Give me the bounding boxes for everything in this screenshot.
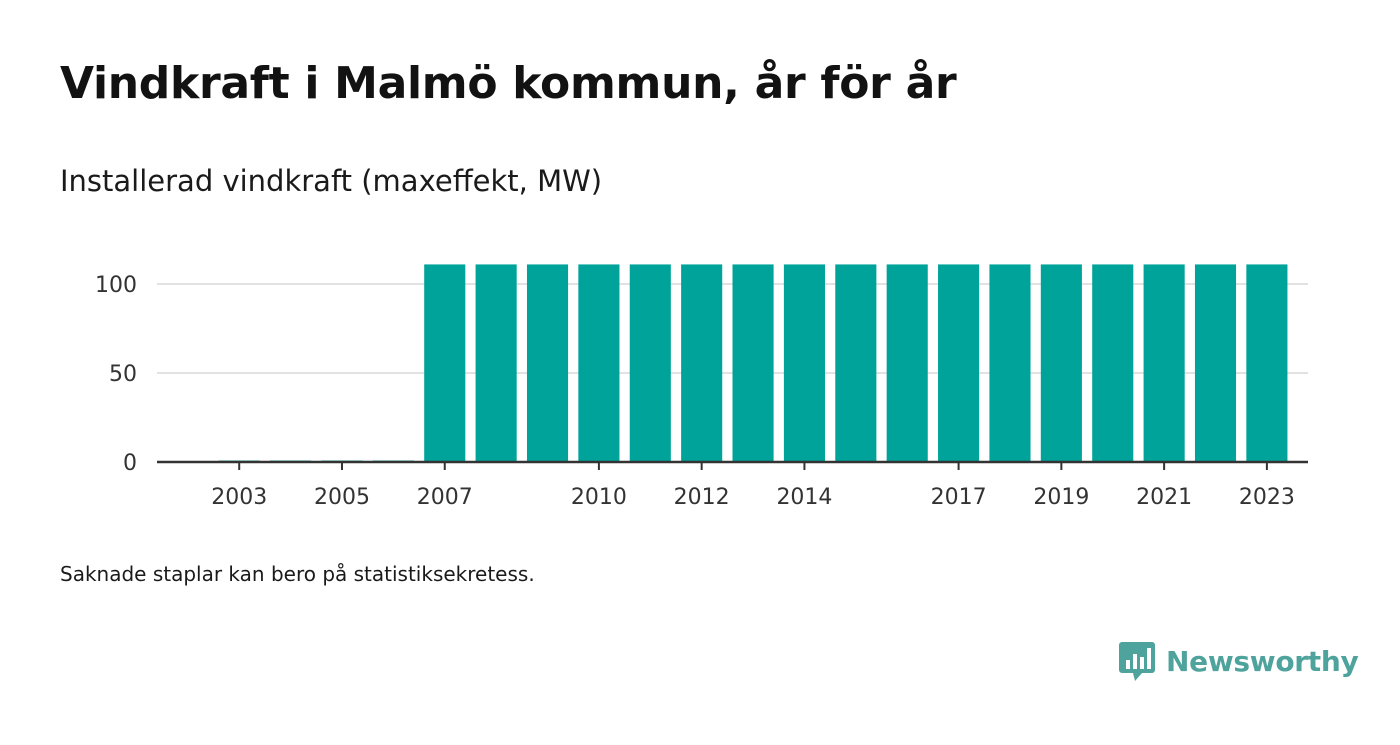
x-tick-label: 2021 (1136, 485, 1192, 510)
chart-title: Vindkraft i Malmö kommun, år för år (60, 58, 957, 109)
brand-logo: Newsworthy (1118, 640, 1359, 682)
y-tick-label: 50 (109, 362, 137, 387)
bar (629, 264, 671, 462)
bar-chart: 0 50 100 2003 2005 2007 2010 2012 2014 2017 2019 20… (95, 264, 1308, 510)
bar (835, 264, 877, 462)
bar (578, 264, 620, 462)
bar (681, 264, 723, 462)
x-tick-label: 2023 (1239, 485, 1295, 510)
bar (1194, 264, 1237, 462)
chart-subtitle: Installerad vindkraft (maxeffekt, MW) (60, 164, 603, 198)
x-tick-label: 2017 (931, 485, 987, 510)
bar (1143, 264, 1185, 462)
bar (1040, 264, 1082, 462)
bar (475, 264, 517, 462)
y-tick-label: 0 (123, 451, 137, 476)
y-tick-label: 100 (95, 273, 137, 298)
newsworthy-logo-icon (1119, 642, 1155, 681)
x-tick-label: 2014 (776, 485, 832, 510)
bar (1246, 264, 1288, 462)
bar (783, 264, 825, 462)
x-tick-label: 2010 (571, 485, 627, 510)
bar (989, 264, 1031, 462)
bar (1092, 264, 1134, 462)
x-tick-label: 2003 (211, 485, 267, 510)
x-tick-label: 2019 (1033, 485, 1089, 510)
bar (886, 264, 928, 462)
x-tick-label: 2012 (674, 485, 730, 510)
bar (732, 264, 774, 462)
bar (526, 264, 569, 462)
bar (424, 264, 466, 462)
footnote: Saknade staplar kan bero på statistiksek… (60, 562, 535, 586)
x-tick-label: 2007 (417, 485, 473, 510)
bar (938, 264, 980, 462)
brand-name: Newsworthy (1166, 644, 1359, 678)
x-tick-label: 2005 (314, 485, 370, 510)
